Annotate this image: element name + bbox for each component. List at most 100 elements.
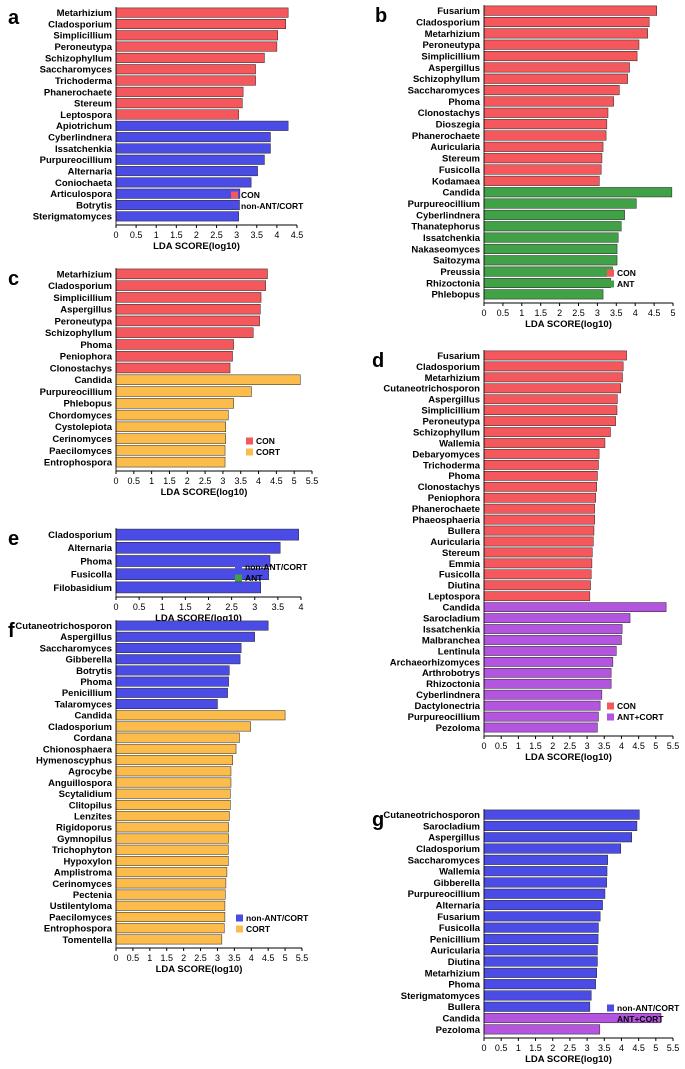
- x-tick-label: 1.5: [170, 230, 183, 240]
- x-tick-label: 2.5: [572, 308, 585, 318]
- bar-cladosporium: [115, 280, 266, 291]
- bar-auricularia: [483, 536, 594, 547]
- bar-aspergillus: [483, 394, 618, 405]
- x-tick-label: 0: [113, 602, 118, 612]
- category-label: Cerinomyces: [52, 879, 112, 890]
- category-label: Simplicillium: [421, 406, 480, 417]
- x-tick-label: 2: [550, 1043, 555, 1053]
- category-label: Clonostachys: [418, 482, 480, 493]
- x-axis-title: LDA SCORE(log10): [525, 752, 612, 763]
- bar-saccharomyces: [483, 85, 620, 96]
- bar-gibberella: [115, 654, 241, 665]
- bar-cordana: [115, 732, 240, 743]
- category-label: Pectenia: [73, 890, 113, 901]
- category-label: Cladosporium: [48, 530, 112, 541]
- category-label: Candida: [443, 1013, 481, 1024]
- category-label: Debaryomyces: [412, 449, 480, 460]
- bar-schizophyllum: [115, 52, 265, 63]
- bar-diutina: [483, 956, 598, 967]
- bar-trichoderma: [115, 75, 256, 86]
- category-label: Cutaneotrichosporon: [383, 384, 480, 395]
- category-label: Clitopilus: [69, 800, 112, 811]
- bar-diutina: [483, 580, 591, 591]
- bar-metarhizium: [483, 28, 648, 39]
- category-label: Sterigmatomyces: [401, 991, 480, 1002]
- bar-arthrobotrys: [483, 667, 612, 678]
- category-label: Diutina: [448, 581, 481, 592]
- x-tick-label: 4: [249, 953, 254, 963]
- bar-issatchenkia: [483, 624, 623, 634]
- category-label: Aspergillus: [60, 305, 112, 316]
- category-label: Apiotrichum: [56, 121, 112, 132]
- x-axis-title: LDA SCORE(log10): [525, 1054, 612, 1065]
- legend-swatch-con: [231, 191, 238, 199]
- legend-swatch-non-ant-cort: [236, 914, 243, 922]
- category-label: Gymnopilus: [57, 834, 112, 845]
- bar-debaryomyces: [483, 449, 600, 459]
- x-tick-label: 0.5: [127, 953, 140, 963]
- category-label: Cutaneotrichosporon: [383, 810, 480, 821]
- x-tick-label: 2: [557, 308, 562, 318]
- category-label: Peroneutypa: [422, 40, 480, 51]
- bar-clonostachys: [483, 107, 609, 118]
- bar-candida: [115, 710, 286, 721]
- category-label: Botrytis: [76, 666, 112, 677]
- category-label: Cerinomyces: [52, 434, 112, 445]
- bar-clitopilus: [115, 799, 231, 810]
- bar-fusicolla: [483, 569, 592, 580]
- bar-scytalidium: [115, 788, 231, 799]
- category-label: Botrytis: [76, 200, 112, 211]
- legend-swatch-cort: [236, 925, 243, 933]
- bar-metarhizium: [115, 7, 289, 18]
- x-tick-label: 4.5: [262, 953, 275, 963]
- category-label: Cyberlindnera: [48, 133, 113, 144]
- category-label: Trichophyton: [52, 845, 112, 856]
- x-tick-label: 2.5: [225, 602, 238, 612]
- bar-tomentella: [115, 934, 223, 945]
- x-tick-label: 2.5: [210, 230, 223, 240]
- bar-agrocybe: [115, 766, 232, 777]
- category-label: Rhizoctonia: [426, 679, 481, 690]
- legend-label-con: CON: [617, 268, 636, 278]
- x-tick-label: 3.5: [598, 1043, 611, 1053]
- legend-swatch-non-ant-cort: [231, 202, 238, 210]
- bar-alternaria: [115, 166, 258, 177]
- category-label: Leptospora: [428, 592, 480, 603]
- category-label: Phlebopus: [63, 399, 112, 410]
- bar-lentinula: [483, 646, 617, 656]
- chart-panel-a: a MetarhiziumCladosporiumSimplicilliumPer…: [8, 7, 304, 252]
- bar-auricularia: [483, 141, 604, 152]
- bar-fusarium: [483, 911, 601, 922]
- bar-cladosporium: [483, 17, 650, 28]
- x-axis-title: LDA SCORE(log10): [156, 964, 243, 975]
- bar-entrophospora: [115, 923, 225, 934]
- bar-simplicillium: [115, 30, 278, 41]
- category-label: Phanerochaete: [412, 504, 480, 515]
- category-label: Metarhizium: [425, 968, 480, 979]
- x-tick-label: 4: [256, 476, 261, 486]
- category-label: Clonostachys: [418, 108, 480, 119]
- category-label: Stereum: [442, 154, 480, 165]
- x-tick-label: 2: [181, 953, 186, 963]
- x-tick-label: 1.5: [529, 1043, 542, 1053]
- x-tick-label: 0: [113, 953, 118, 963]
- category-label: Gibberella: [66, 655, 113, 666]
- x-axis-title: LDA SCORE(log10): [153, 241, 240, 252]
- x-tick-label: 3: [585, 1043, 590, 1053]
- legend-swatch-con: [246, 437, 253, 445]
- x-tick-label: 4: [298, 602, 303, 612]
- x-tick-label: 5: [653, 1043, 658, 1053]
- bar-candida: [115, 374, 301, 385]
- category-label: Candida: [75, 711, 113, 722]
- category-label: Rhizoctonia: [426, 278, 481, 289]
- bar-peroneutypa: [483, 39, 640, 50]
- bar-leptospora: [115, 109, 239, 120]
- bar-hymenoscyphus: [115, 755, 233, 766]
- bar-sarocladium: [483, 613, 631, 623]
- category-label: Lentinula: [438, 646, 481, 657]
- x-axis-title: LDA SCORE(log10): [161, 487, 248, 498]
- x-tick-label: 0.5: [495, 741, 508, 751]
- x-tick-label: 5.5: [667, 1043, 680, 1053]
- bar-lenzites: [115, 811, 230, 822]
